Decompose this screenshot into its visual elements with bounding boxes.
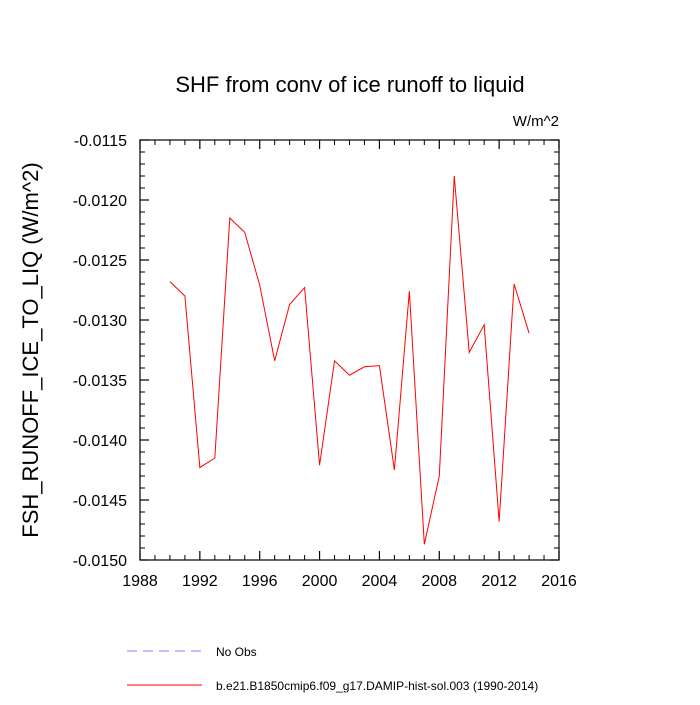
legend-label-1: b.e21.B1850cmip6.f09_g17.DAMIP-hist-sol.… <box>216 679 538 693</box>
y-tick-label: -0.0115 <box>74 133 127 150</box>
y-tick-label: -0.0140 <box>73 433 127 450</box>
y-tick-label: -0.0135 <box>73 373 127 390</box>
y-tick-label: -0.0125 <box>73 253 127 270</box>
x-tick-label: 1992 <box>182 573 218 590</box>
x-tick-label: 2008 <box>421 573 457 590</box>
x-tick-label: 1996 <box>242 573 278 590</box>
x-tick-label: 2004 <box>362 573 398 590</box>
legend-label-0: No Obs <box>216 645 257 659</box>
y-tick-label: -0.0120 <box>73 193 127 210</box>
chart-title: SHF from conv of ice runoff to liquid <box>175 72 524 97</box>
y-axis-label: FSH_RUNOFF_ICE_TO_LIQ (W/m^2) <box>18 162 43 537</box>
y-tick-label: -0.0130 <box>73 313 127 330</box>
y-tick-label: -0.0150 <box>73 553 127 570</box>
x-tick-label: 2012 <box>481 573 517 590</box>
units-label: W/m^2 <box>513 113 559 130</box>
x-tick-label: 2000 <box>302 573 338 590</box>
x-tick-label: 2016 <box>541 573 577 590</box>
y-tick-label: -0.0145 <box>73 493 127 510</box>
x-tick-label: 1988 <box>122 573 158 590</box>
